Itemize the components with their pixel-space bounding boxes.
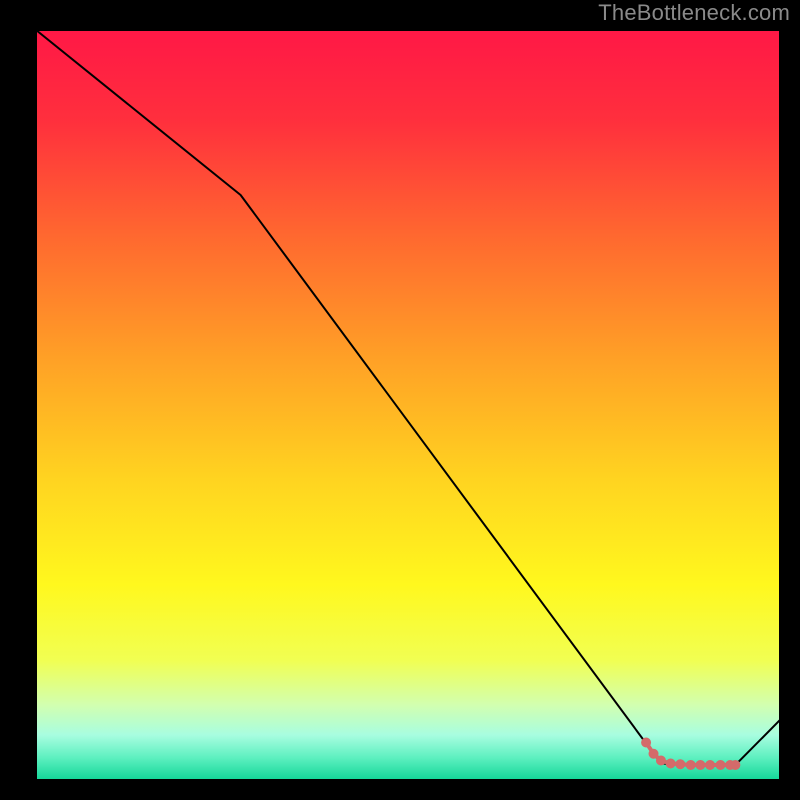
bottleneck-chart	[0, 0, 800, 800]
highlight-marker	[715, 760, 725, 770]
highlight-marker	[666, 759, 676, 769]
highlight-marker	[695, 760, 705, 770]
highlight-marker	[641, 738, 651, 748]
watermark-text: TheBottleneck.com	[598, 0, 790, 26]
highlight-marker	[649, 749, 659, 759]
highlight-marker	[686, 760, 696, 770]
plot-background	[36, 30, 780, 780]
highlight-marker	[705, 760, 715, 770]
highlight-marker	[656, 756, 666, 766]
highlight-marker	[730, 760, 740, 770]
highlight-marker	[675, 759, 685, 769]
chart-container: TheBottleneck.com	[0, 0, 800, 800]
